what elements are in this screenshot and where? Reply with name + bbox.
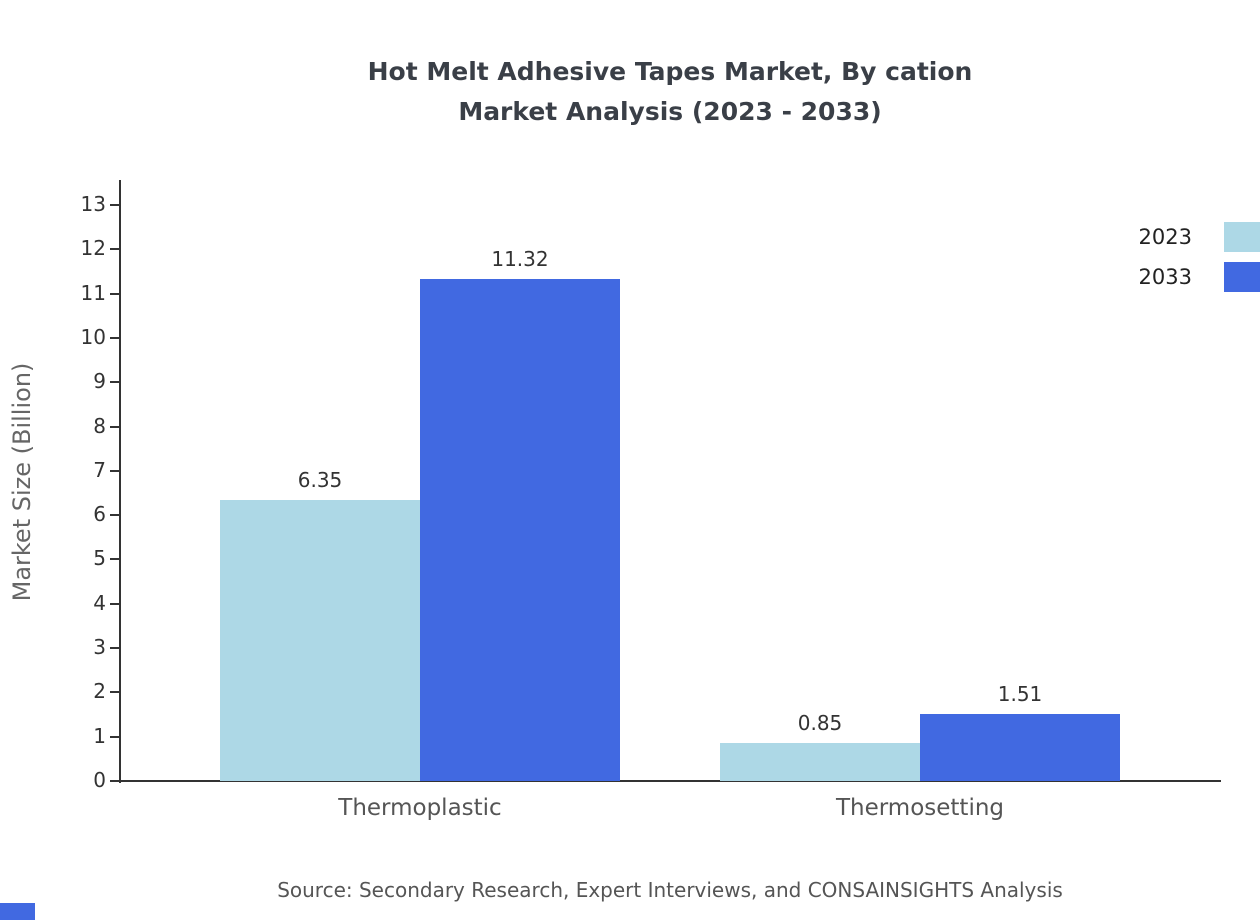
- y-tick-label-1: 1: [93, 723, 106, 748]
- y-tick-label-3: 3: [93, 635, 106, 660]
- bar-2033-thermosetting: [920, 714, 1120, 781]
- y-tick-mark-3: [110, 647, 119, 650]
- legend-label-2023: 2023: [1138, 225, 1192, 249]
- brand-mark: [0, 903, 35, 920]
- y-tick-label-7: 7: [93, 457, 106, 482]
- y-tick-mark-2: [110, 691, 119, 694]
- y-tick-mark-7: [110, 469, 119, 472]
- chart-title: Hot Melt Adhesive Tapes Market, By catio…: [80, 52, 1260, 132]
- y-tick-label-0: 0: [93, 768, 106, 792]
- bar-2023-thermoplastic: [220, 499, 420, 781]
- y-tick-label-6: 6: [93, 502, 106, 527]
- y-tick-label-5: 5: [93, 546, 106, 571]
- y-tick-mark-0: [110, 780, 119, 782]
- y-tick-label-8: 8: [93, 413, 106, 438]
- y-tick-label-11: 11: [80, 280, 106, 305]
- legend-swatch-2023: [1224, 222, 1260, 252]
- y-tick-mark-4: [110, 602, 119, 605]
- y-tick-label-2: 2: [93, 679, 106, 704]
- bar-2033-thermoplastic: [420, 279, 620, 781]
- x-axis-line: [119, 780, 1221, 782]
- chart-title-line2: Market Analysis (2023 - 2033): [458, 97, 882, 126]
- value-label-2033-thermoplastic: 11.32: [491, 247, 549, 272]
- y-tick-mark-10: [110, 336, 119, 339]
- y-tick-mark-6: [110, 514, 119, 517]
- legend-swatch-2033: [1224, 262, 1260, 292]
- value-label-2023-thermoplastic: 6.35: [297, 467, 343, 492]
- legend-label-2033: 2033: [1138, 265, 1192, 289]
- y-tick-mark-1: [110, 735, 119, 738]
- value-label-2023-thermosetting: 0.85: [797, 711, 843, 736]
- y-tick-mark-8: [110, 425, 119, 428]
- category-label-thermoplastic: Thermoplastic: [338, 795, 502, 821]
- y-tick-mark-13: [110, 204, 119, 206]
- y-tick-label-9: 9: [93, 369, 106, 394]
- y-axis-label: Market Size (Billion): [8, 362, 36, 602]
- category-label-thermosetting: Thermosetting: [835, 795, 1005, 821]
- y-tick-label-12: 12: [80, 236, 106, 261]
- y-tick-mark-11: [110, 292, 119, 295]
- y-tick-label-10: 10: [80, 324, 106, 349]
- bar-2023-thermosetting: [720, 743, 920, 781]
- y-tick-label-13: 13: [80, 192, 106, 216]
- y-tick-mark-5: [110, 558, 119, 561]
- source-note: Source: Secondary Research, Expert Inter…: [277, 878, 1063, 902]
- value-label-2033-thermosetting: 1.51: [997, 682, 1043, 707]
- y-tick-mark-12: [110, 248, 119, 251]
- chart-title-line1: Hot Melt Adhesive Tapes Market, By catio…: [367, 57, 973, 86]
- y-axis-line: [119, 180, 121, 783]
- y-tick-label-4: 4: [93, 590, 106, 615]
- y-tick-mark-9: [110, 381, 119, 384]
